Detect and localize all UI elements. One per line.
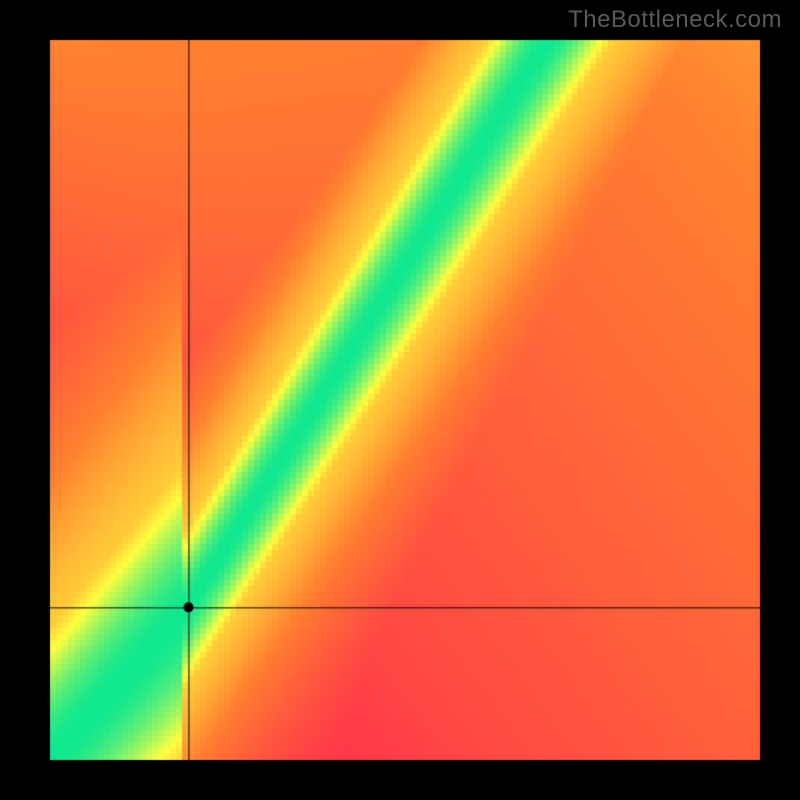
bottleneck-heatmap — [0, 0, 800, 800]
watermark-label: TheBottleneck.com — [568, 6, 782, 34]
